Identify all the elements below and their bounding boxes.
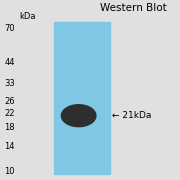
- Text: ← 21kDa: ← 21kDa: [112, 111, 151, 120]
- Text: kDa: kDa: [19, 12, 36, 21]
- Text: Western Blot: Western Blot: [100, 3, 167, 13]
- FancyBboxPatch shape: [54, 22, 110, 174]
- Polygon shape: [61, 105, 96, 127]
